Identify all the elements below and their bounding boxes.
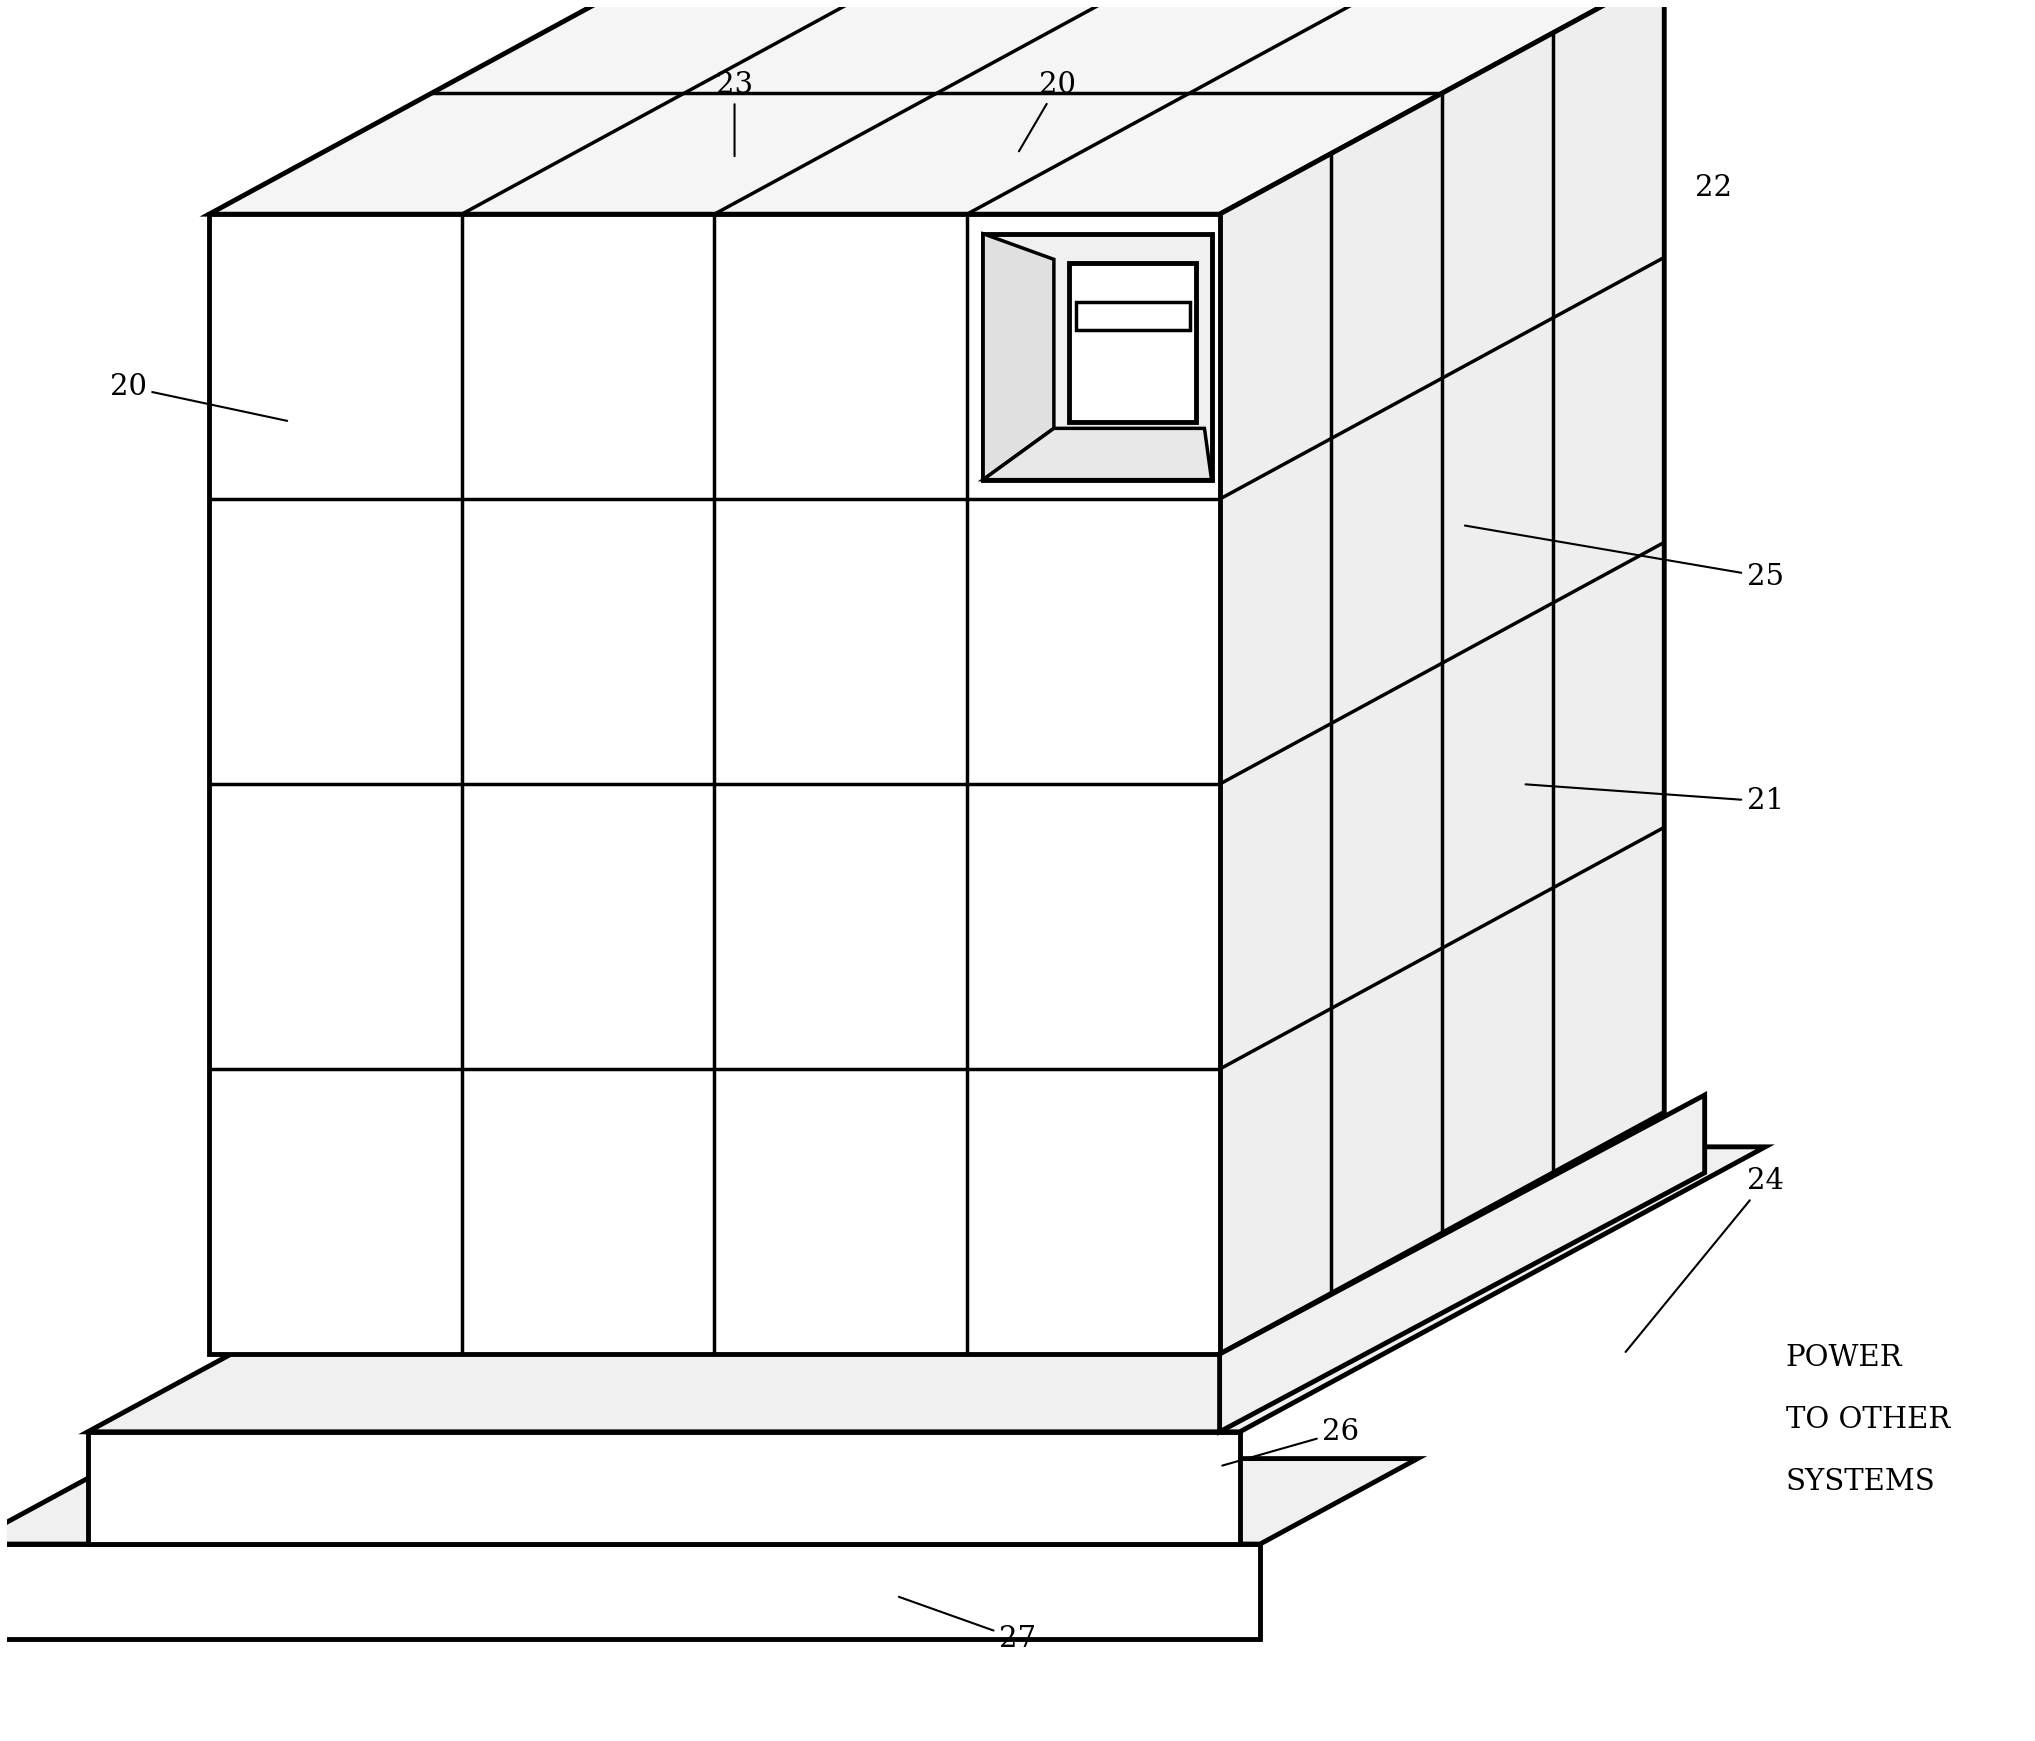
Text: POWER: POWER: [1785, 1344, 1903, 1372]
Text: SYSTEMS: SYSTEMS: [1785, 1468, 1935, 1496]
Polygon shape: [88, 1147, 1764, 1431]
Text: 21: 21: [1526, 785, 1785, 815]
Text: 23: 23: [716, 71, 753, 157]
Polygon shape: [983, 428, 1211, 481]
Text: 24: 24: [1626, 1168, 1785, 1353]
Text: 22: 22: [1695, 174, 1732, 202]
Polygon shape: [1219, 1095, 1705, 1431]
Polygon shape: [983, 233, 1054, 481]
Text: 27: 27: [899, 1596, 1036, 1652]
Text: TO OTHER: TO OTHER: [1785, 1405, 1950, 1435]
Polygon shape: [0, 1459, 1418, 1544]
Polygon shape: [0, 1544, 1260, 1638]
Polygon shape: [1219, 0, 1665, 1354]
Polygon shape: [210, 214, 1219, 1354]
Polygon shape: [1068, 263, 1197, 421]
Polygon shape: [983, 233, 1211, 481]
Text: 25: 25: [1465, 526, 1785, 590]
Polygon shape: [210, 0, 1665, 214]
Text: 20: 20: [110, 373, 287, 421]
Polygon shape: [1077, 301, 1190, 331]
Text: 26: 26: [1223, 1417, 1359, 1466]
Text: 20: 20: [1020, 71, 1077, 151]
Polygon shape: [88, 1431, 1239, 1544]
